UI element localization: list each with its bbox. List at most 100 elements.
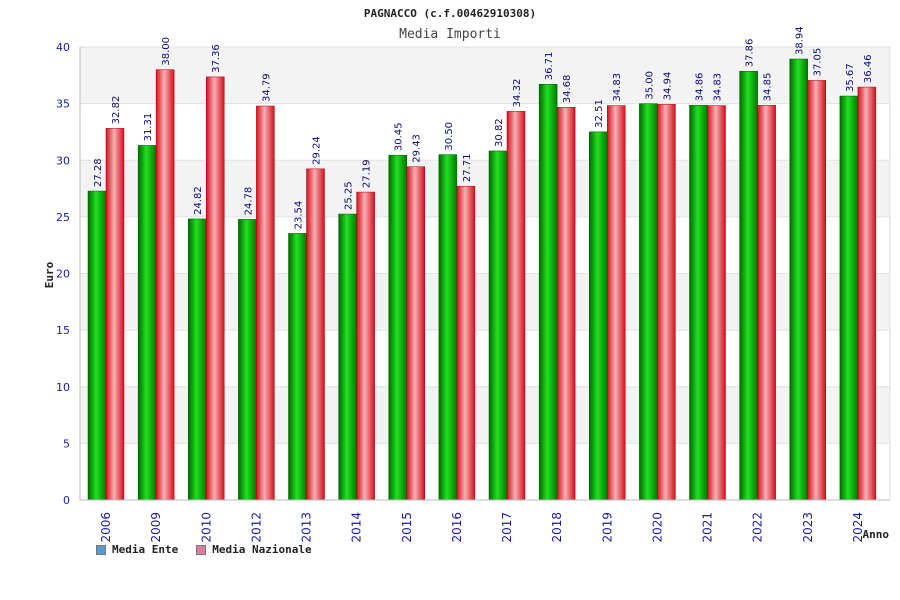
data-label: 34.86	[695, 73, 706, 102]
bar-media-ente-2012	[238, 219, 257, 501]
y-axis-ticks: 0 5 10 15 20 25 30 35 40	[56, 41, 70, 507]
bar-media-ente-2018	[538, 84, 558, 501]
bar-media-nazionale-2022	[757, 105, 776, 501]
bar-media-ente-2024	[839, 95, 859, 501]
x-axis-ticks: 2006 2009 2010 2012 2013 2014 2015 2016 2017 2018…	[99, 512, 865, 543]
x-tick-label: 2019	[600, 512, 614, 543]
x-tick-label: 2015	[400, 512, 414, 543]
y-tick-label: 5	[63, 437, 70, 450]
bar-media-ente-2016	[438, 154, 458, 501]
bar-media-ente-2022	[739, 70, 758, 501]
bar-media-nazionale-2013	[306, 168, 325, 501]
data-label: 27.19	[362, 159, 373, 188]
bar-media-ente-2015	[388, 154, 407, 501]
y-tick-label: 40	[56, 41, 70, 54]
data-label: 23.54	[294, 201, 305, 230]
bar-media-nazionale-2012	[256, 105, 275, 501]
bar-media-nazionale-2018	[556, 106, 576, 501]
data-label: 27.28	[93, 158, 104, 187]
data-label: 34.85	[763, 73, 774, 102]
data-label: 34.32	[512, 79, 523, 108]
data-label: 25.25	[344, 181, 355, 210]
y-axis-label: Euro	[43, 261, 56, 288]
x-tick-label: 2017	[500, 512, 514, 543]
data-label: 31.31	[143, 113, 154, 142]
bar-media-ente-2021	[689, 104, 708, 501]
bar-media-nazionale-2014	[356, 191, 375, 501]
bar-media-ente-2006	[87, 190, 107, 501]
legend-item-media-ente: Media Ente	[96, 543, 178, 556]
y-tick-label: 15	[56, 324, 70, 337]
x-tick-label: 2024	[851, 512, 865, 543]
x-tick-label: 2022	[751, 512, 765, 543]
data-labels: 27.28 32.82 31.31 38.00 24.82 37.36 24.78 34.79…	[93, 26, 874, 229]
x-tick-label: 2014	[350, 512, 364, 543]
bar-media-nazionale-2016	[456, 185, 476, 501]
x-tick-label: 2023	[801, 512, 815, 543]
bar-media-nazionale-2021	[707, 105, 726, 501]
bar-media-ente-2020	[639, 103, 658, 501]
data-label: 32.51	[594, 99, 605, 128]
data-label: 35.67	[845, 63, 856, 92]
data-label: 36.46	[863, 54, 874, 83]
x-tick-label: 2012	[249, 512, 263, 543]
bar-media-nazionale-2024	[857, 86, 877, 501]
x-tick-label: 2020	[650, 512, 664, 543]
bar-media-nazionale-2015	[406, 166, 425, 501]
axes	[79, 47, 891, 501]
bar-media-ente-2017	[488, 150, 508, 501]
bar-media-nazionale-2006	[105, 128, 125, 501]
data-label: 34.83	[612, 73, 623, 102]
y-tick-label: 0	[63, 494, 70, 507]
x-axis-label: Anno	[863, 528, 890, 541]
bar-media-nazionale-2023	[807, 80, 826, 501]
chart-subtitle: Media Importi	[399, 27, 501, 42]
data-label: 24.82	[193, 186, 204, 215]
data-label: 32.82	[111, 96, 122, 125]
bar-media-ente-2019	[589, 131, 608, 501]
chart-title: PAGNACCO (c.f.00462910308)	[364, 7, 536, 20]
bar-media-nazionale-2019	[607, 105, 626, 501]
legend-swatch-media-ente	[96, 544, 106, 555]
data-label: 36.71	[544, 52, 555, 81]
bar-media-ente-2023	[789, 58, 808, 501]
data-label: 30.50	[444, 122, 455, 151]
x-tick-label: 2021	[701, 512, 715, 543]
bar-media-ente-2009	[137, 145, 157, 501]
data-label: 37.86	[745, 39, 756, 68]
legend-label-media-nazionale: Media Nazionale	[212, 543, 312, 556]
x-tick-label: 2013	[300, 512, 314, 543]
data-label: 34.68	[562, 75, 573, 104]
y-tick-label: 20	[56, 268, 70, 281]
data-label: 35.00	[644, 71, 655, 100]
x-tick-label: 2016	[450, 512, 464, 543]
data-label: 34.79	[261, 73, 272, 102]
legend-item-media-nazionale: Media Nazionale	[196, 543, 312, 556]
data-label: 34.83	[713, 73, 724, 102]
legend-label-media-ente: Media Ente	[112, 543, 179, 556]
y-tick-label: 35	[56, 98, 70, 111]
data-label: 38.94	[795, 26, 806, 55]
data-label: 30.45	[394, 123, 405, 152]
y-tick-label: 10	[56, 381, 70, 394]
data-label: 24.78	[243, 187, 254, 216]
bar-media-ente-2010	[188, 218, 207, 501]
bar-media-ente-2013	[288, 233, 307, 501]
data-label: 29.24	[312, 136, 323, 165]
bar-media-nazionale-2020	[657, 104, 676, 501]
bar-media-nazionale-2017	[506, 111, 526, 501]
bar-media-nazionale-2009	[155, 69, 175, 501]
legend-swatch-media-nazionale	[196, 544, 207, 555]
x-tick-label: 2006	[99, 512, 113, 543]
data-label: 34.94	[662, 72, 673, 101]
bar-media-ente-2014	[338, 213, 357, 501]
x-tick-label: 2010	[199, 512, 213, 543]
x-tick-label: 2009	[149, 512, 163, 543]
bars	[87, 58, 877, 501]
data-label: 38.00	[161, 37, 172, 66]
x-tick-label: 2018	[550, 512, 564, 543]
y-tick-label: 30	[56, 154, 70, 167]
legend: Media Ente Media Nazionale	[96, 543, 312, 556]
data-label: 27.71	[462, 154, 473, 183]
